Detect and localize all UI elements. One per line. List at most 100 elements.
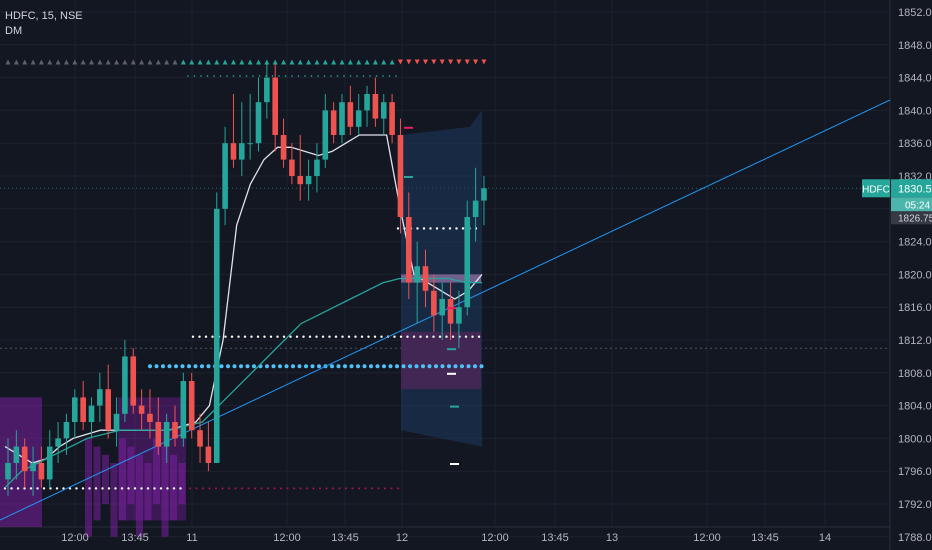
candle-body — [122, 356, 128, 414]
level-dot — [455, 227, 458, 230]
level-dot — [198, 335, 201, 338]
dm-triangle-marker — [389, 59, 395, 65]
level-dot — [416, 227, 419, 230]
level-dot — [304, 364, 308, 369]
indicator-label[interactable]: DM — [5, 25, 23, 37]
secondary-price-tag: 1826.75 — [898, 213, 932, 224]
dm-triangle-marker — [281, 59, 287, 65]
level-dot — [460, 364, 464, 369]
candle-body — [63, 422, 70, 439]
level-dot — [172, 487, 176, 490]
level-dot — [351, 487, 354, 490]
level-dot — [321, 335, 325, 338]
candle-body — [380, 102, 387, 119]
y-tick-label: 1840.00 — [898, 105, 932, 117]
level-dot — [349, 364, 354, 369]
level-dot — [375, 364, 380, 369]
level-dot — [29, 487, 33, 490]
dm-markers — [5, 59, 487, 465]
level-dot — [432, 335, 435, 338]
level-dot — [278, 75, 280, 77]
level-dot — [451, 335, 455, 338]
level-dot — [204, 335, 208, 338]
dm-zone — [110, 463, 118, 537]
candle-body — [264, 77, 270, 103]
dm-zone — [119, 438, 126, 521]
level-dot — [295, 335, 299, 338]
dm-triangle-marker — [197, 59, 203, 65]
candle-body — [113, 413, 120, 431]
level-dot — [239, 75, 241, 77]
level-dot — [362, 75, 365, 77]
level-dot — [94, 487, 98, 490]
level-dot — [360, 335, 364, 338]
level-dot — [442, 227, 445, 230]
level-dot — [10, 487, 13, 490]
level-dot — [42, 487, 46, 490]
level-dot — [219, 364, 224, 369]
level-dot — [354, 335, 357, 338]
level-dot — [422, 227, 426, 230]
level-dot — [473, 364, 477, 369]
dm-triangle-marker — [105, 59, 111, 65]
symbol-label[interactable]: HDFC, 15, NSE — [5, 10, 83, 22]
price-axis[interactable]: 1852.001848.001844.001840.001836.001832.… — [898, 7, 932, 544]
countdown-tag: 05:24 — [905, 200, 930, 211]
candle-body — [180, 381, 187, 439]
level-dot — [414, 364, 419, 369]
level-dot — [36, 487, 39, 490]
time-axis[interactable]: 12:00 13:45 11 12:00 13:45 12 12:00 13:45 13 12:0… — [61, 532, 831, 544]
dm-triangle-marker — [347, 59, 353, 65]
candle-body — [172, 422, 178, 439]
level-dot — [219, 75, 222, 77]
level-dot — [293, 487, 295, 490]
x-tick-label: 11 — [186, 532, 197, 544]
dm-triangle-marker — [189, 59, 195, 65]
x-tick-label: 13:45 — [541, 532, 569, 544]
level-dot — [140, 487, 143, 490]
level-dot — [167, 364, 172, 369]
level-dot — [334, 335, 338, 338]
level-dot — [397, 487, 399, 490]
level-dot — [180, 364, 185, 369]
dm-triangle-marker — [431, 59, 437, 65]
dm-triangle-marker — [456, 59, 462, 65]
level-dot — [362, 364, 367, 369]
level-dot — [153, 487, 156, 490]
level-dot — [189, 487, 191, 490]
x-tick-label: 12:00 — [61, 532, 89, 544]
candle-body — [406, 217, 412, 283]
level-dot — [396, 227, 400, 230]
candle-body — [372, 94, 379, 119]
dm-triangle-marker — [331, 59, 337, 65]
candle-body — [5, 463, 11, 480]
level-dot — [395, 364, 399, 369]
level-dot — [299, 487, 302, 490]
candle-body — [138, 405, 145, 414]
level-dot — [310, 75, 313, 77]
candle-body — [55, 438, 61, 447]
level-dot — [263, 335, 266, 338]
dm-triangle-marker — [481, 59, 487, 65]
level-dot — [232, 364, 237, 369]
level-dot — [154, 364, 159, 369]
candle-body — [422, 266, 429, 291]
candle-body — [97, 389, 103, 406]
level-dot — [356, 364, 360, 369]
level-dot — [254, 487, 256, 490]
candle-body — [205, 446, 212, 463]
level-dot — [200, 364, 204, 369]
level-dot — [319, 487, 321, 490]
level-dot — [395, 75, 397, 77]
level-dot — [338, 487, 341, 490]
level-dot — [133, 487, 137, 490]
dm-zones — [0, 110, 482, 537]
level-dot — [380, 335, 383, 338]
level-dot — [232, 75, 235, 77]
dm-triangle-marker — [381, 59, 387, 65]
candle-body — [397, 135, 404, 217]
candle-body — [414, 266, 420, 283]
level-dot — [369, 75, 371, 77]
level-dot — [120, 487, 124, 490]
